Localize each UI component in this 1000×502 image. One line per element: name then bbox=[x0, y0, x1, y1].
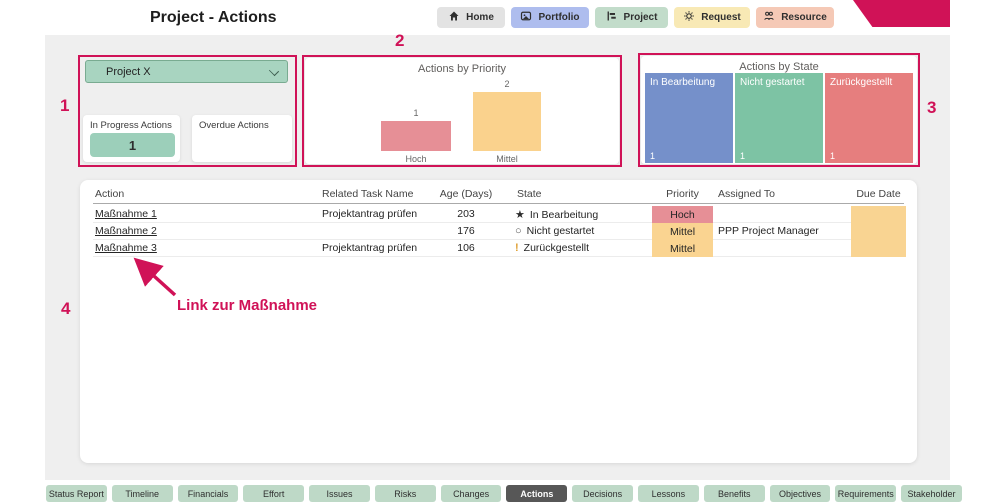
tab-lessons[interactable]: Lessons bbox=[638, 485, 699, 502]
related-task-cell: Projektantrag prüfen bbox=[322, 242, 418, 254]
tab-objectives[interactable]: Objectives bbox=[769, 485, 831, 502]
due-date-cell bbox=[851, 223, 906, 240]
idea-icon bbox=[683, 10, 695, 25]
home-icon bbox=[448, 10, 460, 25]
actions-by-state-treemap: Actions by State In Bearbeitung 1 Nicht … bbox=[641, 56, 917, 164]
tab-requirements[interactable]: Requirements bbox=[835, 485, 897, 502]
treemap-tile-in-bearbeitung[interactable]: In Bearbeitung 1 bbox=[645, 73, 733, 163]
priority-cell: Mittel bbox=[652, 240, 713, 257]
tab-timeline[interactable]: Timeline bbox=[111, 485, 173, 502]
annotation-link-note: Link zur Maßnahme bbox=[177, 297, 318, 314]
annotation-number-4: 4 bbox=[61, 299, 71, 318]
bar-data-label: 2 bbox=[504, 79, 510, 89]
nav-request-button[interactable]: Request bbox=[674, 7, 750, 28]
star-icon: ★ bbox=[515, 209, 525, 221]
column-header-state: State bbox=[517, 188, 542, 200]
report-tabs: Status Report Timeline Financials Effort… bbox=[46, 485, 962, 502]
column-header-assigned-to: Assigned To bbox=[718, 188, 776, 200]
bar-mittel[interactable] bbox=[473, 92, 541, 151]
x-axis-label: Mittel bbox=[496, 154, 518, 164]
action-link[interactable]: Maßnahme 3 bbox=[95, 242, 157, 254]
annotation-box-3 bbox=[638, 53, 920, 167]
age-cell: 176 bbox=[457, 225, 475, 237]
decorative-ribbon bbox=[853, 0, 950, 27]
tab-effort[interactable]: Effort bbox=[243, 485, 305, 502]
due-date-cell bbox=[851, 206, 906, 223]
nav-home-button[interactable]: Home bbox=[437, 7, 505, 28]
project-selector-dropdown[interactable]: Project X bbox=[85, 60, 288, 83]
chart-title: Actions by Priority bbox=[417, 63, 507, 75]
page-title: Project - Actions bbox=[150, 9, 277, 26]
nav-resource-button[interactable]: Resource bbox=[756, 7, 834, 28]
column-header-age: Age (Days) bbox=[439, 188, 493, 200]
nav-portfolio-button[interactable]: Portfolio bbox=[511, 7, 589, 28]
age-cell: 106 bbox=[457, 242, 475, 254]
tab-issues[interactable]: Issues bbox=[309, 485, 370, 502]
priority-cell: Mittel bbox=[652, 223, 713, 240]
state-cell: ○ Nicht gestartet bbox=[515, 225, 595, 237]
actions-table: Action Related Task Name Age (Days) Stat… bbox=[80, 180, 917, 463]
header-divider bbox=[93, 203, 904, 204]
table-row: Hoch Maßnahme 1 Projektantrag prüfen 203… bbox=[93, 206, 906, 223]
chart-title: Actions by State bbox=[739, 61, 819, 73]
priority-cell: Hoch bbox=[652, 206, 713, 223]
column-header-due-date: Due Date bbox=[856, 188, 901, 200]
action-link[interactable]: Maßnahme 1 bbox=[95, 208, 157, 220]
actions-by-priority-chart: Actions by Priority 1 2 Hoch Mittel bbox=[305, 58, 619, 164]
tab-decisions[interactable]: Decisions bbox=[572, 485, 634, 502]
bar-hoch[interactable] bbox=[381, 121, 451, 151]
annotation-box-2 bbox=[302, 55, 622, 167]
card-label: Overdue Actions bbox=[199, 120, 269, 131]
in-progress-actions-card: In Progress Actions 1 bbox=[83, 115, 180, 162]
state-cell: ★ In Bearbeitung bbox=[515, 208, 599, 222]
gantt-icon bbox=[606, 10, 618, 25]
circle-icon: ○ bbox=[515, 225, 522, 237]
overdue-actions-card: Overdue Actions bbox=[192, 115, 292, 162]
top-nav: Home Portfolio Project Request Resource bbox=[437, 7, 834, 28]
annotation-arrow bbox=[133, 257, 177, 297]
in-progress-actions-value: 1 bbox=[90, 133, 175, 157]
tab-financials[interactable]: Financials bbox=[177, 485, 239, 502]
treemap-tile-zurueckgestellt[interactable]: Zurückgestellt 1 bbox=[825, 73, 913, 163]
related-task-cell: Projektantrag prüfen bbox=[322, 208, 418, 220]
bar-data-label: 1 bbox=[413, 108, 419, 118]
tab-risks[interactable]: Risks bbox=[374, 485, 436, 502]
people-icon bbox=[763, 10, 775, 25]
action-link[interactable]: Maßnahme 2 bbox=[95, 225, 157, 237]
annotation-number-2: 2 bbox=[395, 31, 405, 50]
age-cell: 203 bbox=[457, 208, 475, 220]
state-cell: ! Zurückgestellt bbox=[515, 242, 590, 254]
tab-changes[interactable]: Changes bbox=[440, 485, 502, 502]
portfolio-icon bbox=[520, 10, 532, 25]
card-label: In Progress Actions bbox=[90, 120, 172, 131]
treemap-tile-nicht-gestartet[interactable]: Nicht gestartet 1 bbox=[735, 73, 823, 163]
nav-project-button[interactable]: Project bbox=[595, 7, 668, 28]
x-axis-label: Hoch bbox=[405, 154, 427, 164]
exclamation-icon: ! bbox=[515, 242, 519, 254]
annotation-number-1: 1 bbox=[60, 96, 70, 115]
column-header-priority: Priority bbox=[666, 188, 699, 200]
table-row: Mittel Maßnahme 3 Projektantrag prüfen 1… bbox=[93, 240, 906, 257]
due-date-cell bbox=[851, 240, 906, 257]
tab-benefits[interactable]: Benefits bbox=[703, 485, 765, 502]
column-header-related-task: Related Task Name bbox=[322, 188, 414, 200]
column-header-action: Action bbox=[95, 188, 125, 200]
tab-stakeholder[interactable]: Stakeholder bbox=[901, 485, 962, 502]
tab-actions[interactable]: Actions bbox=[506, 485, 568, 502]
assigned-to-cell: PPP Project Manager bbox=[718, 225, 819, 237]
project-selector-value: Project X bbox=[106, 65, 151, 78]
tab-status-report[interactable]: Status Report bbox=[46, 485, 107, 502]
annotation-box-1 bbox=[78, 55, 297, 167]
table-row: Mittel Maßnahme 2 176 ○ Nicht gestartet … bbox=[93, 223, 906, 240]
annotation-number-3: 3 bbox=[927, 98, 937, 117]
